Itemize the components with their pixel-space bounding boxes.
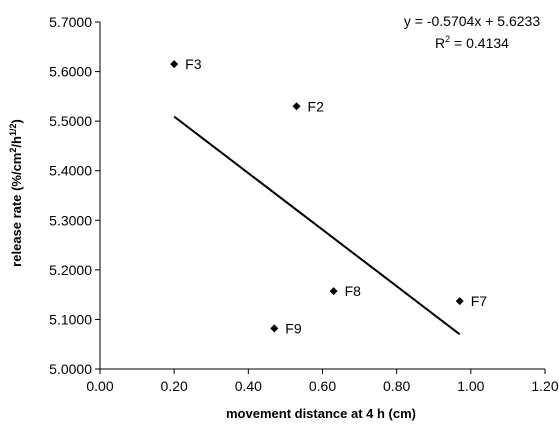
y-tick-label: 5.1000 [49, 311, 92, 327]
data-point-label: F9 [285, 320, 302, 336]
y-tick-label: 5.0000 [49, 361, 92, 377]
y-tick-label: 5.5000 [49, 113, 92, 129]
data-point-label: F3 [185, 56, 202, 72]
data-point-label: F8 [345, 283, 362, 299]
x-tick-label: 0.80 [383, 378, 410, 394]
trend-equation: y = -0.5704x + 5.6233 [404, 13, 540, 29]
x-tick-label: 0.40 [235, 378, 262, 394]
y-tick-label: 5.6000 [49, 64, 92, 80]
x-tick-label: 0.20 [161, 378, 188, 394]
data-point-marker [270, 324, 279, 333]
data-point-label: F7 [471, 293, 488, 309]
y-axis-title: release rate (%/cm2/h1/2) [8, 119, 24, 267]
x-tick-label: 0.00 [86, 378, 113, 394]
data-point-marker [455, 297, 464, 306]
data-point-label: F2 [308, 98, 325, 114]
data-points: F3 F2 F8 F7 F9 [170, 56, 487, 336]
trendline [173, 115, 461, 336]
x-tick-label: 0.60 [309, 378, 336, 394]
y-tick-label: 5.2000 [49, 262, 92, 278]
x-axis-ticks: 0.00 0.20 0.40 0.60 0.80 1.00 1.20 [86, 369, 559, 394]
x-tick-label: 1.20 [531, 378, 558, 394]
data-point-marker [292, 102, 301, 111]
y-tick-label: 5.7000 [49, 14, 92, 30]
x-axis-title: movement distance at 4 h (cm) [226, 406, 416, 421]
data-point-marker [329, 287, 338, 296]
y-tick-label: 5.4000 [49, 163, 92, 179]
y-axis-ticks: 5.0000 5.1000 5.2000 5.3000 5.4000 5.5000 5.60… [49, 14, 100, 377]
r-squared: R2 = 0.4134 [435, 34, 509, 51]
y-tick-label: 5.3000 [49, 212, 92, 228]
x-tick-label: 1.00 [457, 378, 484, 394]
data-point-marker [170, 60, 179, 69]
